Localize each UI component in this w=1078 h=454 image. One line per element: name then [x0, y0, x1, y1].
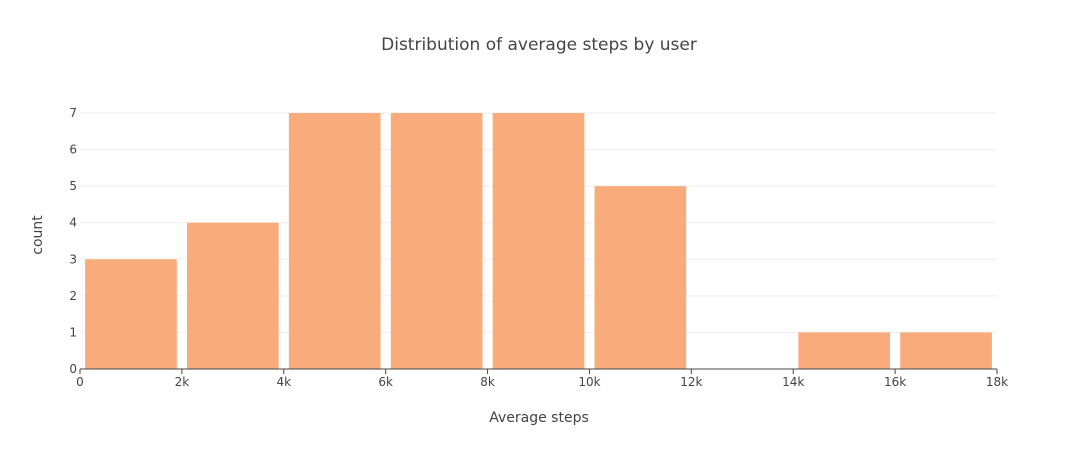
y-tick-label: 7	[69, 106, 77, 120]
y-tick-labels: 0 1 2 3 4 5 6 7	[69, 106, 77, 376]
bars	[85, 113, 992, 369]
x-tick-label: 6k	[378, 375, 393, 389]
histogram-bar	[288, 113, 381, 369]
histogram-bar	[390, 113, 483, 369]
x-tick-label: 2k	[175, 375, 190, 389]
histogram-bar	[594, 186, 687, 369]
axes	[79, 368, 998, 374]
x-tick-label: 10k	[578, 375, 600, 389]
x-tick-label: 8k	[480, 375, 495, 389]
x-tick-label: 16k	[884, 375, 906, 389]
chart-title: Distribution of average steps by user	[381, 35, 697, 55]
x-tick-labels: 0 2k 4k 6k 8k 10k 12k 14k 16k 18k	[76, 375, 1008, 389]
x-tick-label: 12k	[680, 375, 702, 389]
y-tick-label: 6	[69, 143, 77, 157]
y-tick-label: 4	[69, 216, 77, 230]
x-axis-title: Average steps	[489, 410, 589, 426]
histogram-bar	[85, 259, 177, 369]
y-tick-label: 1	[69, 325, 77, 339]
y-axis-title: count	[30, 215, 46, 255]
histogram-bar	[798, 332, 891, 369]
histogram-bar	[492, 113, 585, 369]
x-tick-label: 14k	[782, 375, 804, 389]
x-tick-label: 4k	[276, 375, 291, 389]
histogram-bar	[900, 332, 992, 369]
y-tick-label: 3	[69, 252, 77, 266]
y-tick-label: 2	[69, 289, 77, 303]
x-tick-label: 0	[76, 375, 84, 389]
y-tick-label: 0	[69, 362, 77, 376]
y-tick-label: 5	[69, 179, 77, 193]
x-tick-label: 18k	[986, 375, 1008, 389]
histogram-bar	[186, 222, 279, 369]
